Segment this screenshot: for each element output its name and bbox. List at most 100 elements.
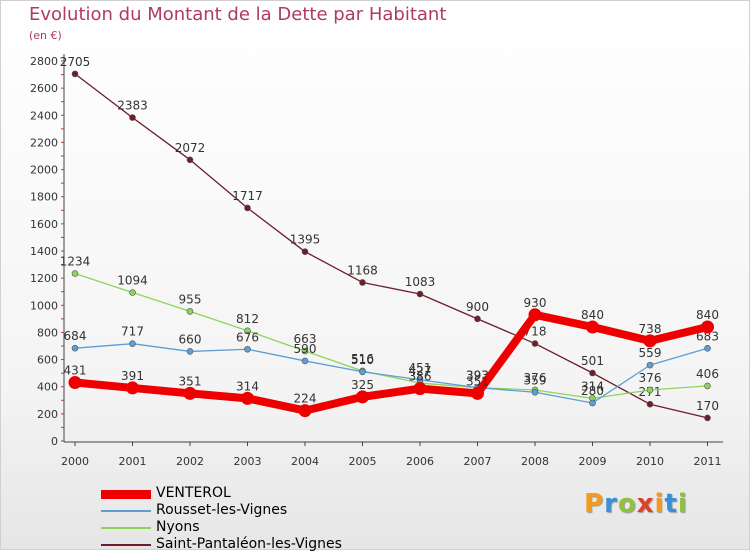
data-point-rousset-les-vignes xyxy=(71,344,79,352)
data-label-venterol: 840 xyxy=(696,308,719,322)
data-point-saint-pantal-on-les-vignes xyxy=(244,204,251,212)
data-label-nyons: 427 xyxy=(409,364,432,378)
legend-swatch-nyons xyxy=(101,527,151,529)
data-label-venterol: 325 xyxy=(351,378,374,392)
data-label-venterol: 386 xyxy=(409,370,432,384)
data-label-saint-pantal-on-les-vignes: 170 xyxy=(696,399,719,413)
data-point-venterol xyxy=(643,334,657,348)
data-label-nyons: 812 xyxy=(236,312,259,326)
data-label-saint-pantal-on-les-vignes: 900 xyxy=(466,300,489,314)
data-label-nyons: 955 xyxy=(179,292,202,306)
data-label-saint-pantal-on-les-vignes: 2705 xyxy=(60,55,91,69)
data-label-venterol: 431 xyxy=(64,364,87,378)
data-label-nyons: 1094 xyxy=(117,274,148,288)
data-point-saint-pantal-on-les-vignes xyxy=(416,290,424,298)
data-point-venterol xyxy=(586,320,599,334)
x-tick-label: 2003 xyxy=(234,455,262,468)
y-tick-label: 600 xyxy=(37,354,58,367)
proxiti-logo: Proxiti xyxy=(584,489,688,519)
y-tick-label: 200 xyxy=(37,408,58,421)
data-point-venterol xyxy=(126,381,139,395)
data-label-venterol: 224 xyxy=(294,392,317,406)
data-point-venterol xyxy=(68,376,82,390)
data-point-venterol xyxy=(413,382,427,396)
data-point-rousset-les-vignes xyxy=(129,340,136,347)
data-label-rousset-les-vignes: 676 xyxy=(236,330,259,344)
data-label-saint-pantal-on-les-vignes: 2072 xyxy=(175,141,206,155)
data-label-saint-pantal-on-les-vignes: 1083 xyxy=(405,275,436,289)
data-label-rousset-les-vignes: 280 xyxy=(581,384,604,398)
data-label-rousset-les-vignes: 510 xyxy=(351,353,374,367)
data-label-venterol: 314 xyxy=(236,379,259,393)
data-label-nyons: 314 xyxy=(581,379,604,393)
data-point-rousset-les-vignes xyxy=(704,345,711,352)
data-point-saint-pantal-on-les-vignes xyxy=(646,400,654,408)
chart-subtitle: (en €) xyxy=(29,29,62,42)
data-label-saint-pantal-on-les-vignes: 2383 xyxy=(117,99,148,113)
data-label-rousset-les-vignes: 683 xyxy=(696,329,719,343)
legend-label-nyons: Nyons xyxy=(156,519,200,535)
data-label-venterol: 738 xyxy=(639,322,662,336)
data-label-venterol: 391 xyxy=(121,369,144,383)
data-point-rousset-les-vignes xyxy=(589,399,596,407)
data-label-venterol: 351 xyxy=(179,374,202,388)
legend-item-venterol: VENTEROL xyxy=(101,485,401,502)
data-point-venterol xyxy=(356,390,369,404)
data-point-rousset-les-vignes xyxy=(301,357,309,365)
y-tick-label: 1400 xyxy=(30,245,58,258)
series-line-rousset-les-vignes xyxy=(74,343,709,404)
data-label-venterol: 840 xyxy=(581,308,604,322)
data-label-saint-pantal-on-les-vignes: 501 xyxy=(581,354,604,368)
series-line-venterol xyxy=(71,310,712,415)
data-label-venterol: 930 xyxy=(524,296,547,310)
data-point-saint-pantal-on-les-vignes xyxy=(359,279,366,286)
data-label-rousset-les-vignes: 590 xyxy=(294,342,317,356)
y-tick-label: 800 xyxy=(37,326,58,339)
data-point-nyons xyxy=(129,289,136,296)
data-label-saint-pantal-on-les-vignes: 1168 xyxy=(347,263,378,277)
legend-item-rousset: Rousset-les-Vignes xyxy=(101,502,401,519)
data-point-rousset-les-vignes xyxy=(646,361,654,369)
x-tick-label: 2006 xyxy=(406,455,434,468)
data-point-saint-pantal-on-les-vignes xyxy=(474,315,481,323)
data-point-rousset-les-vignes xyxy=(244,345,251,353)
data-point-saint-pantal-on-les-vignes xyxy=(531,340,539,347)
y-tick-label: 0 xyxy=(51,435,58,448)
data-point-saint-pantal-on-les-vignes xyxy=(129,114,136,121)
data-label-nyons: 406 xyxy=(696,367,719,381)
legend-item-nyons: Nyons xyxy=(101,519,401,536)
y-tick-label: 2000 xyxy=(30,164,58,177)
data-point-nyons xyxy=(301,347,309,355)
data-point-venterol xyxy=(298,404,312,418)
x-tick-label: 2000 xyxy=(61,455,89,468)
data-point-venterol xyxy=(183,386,197,400)
data-label-nyons: 516 xyxy=(351,352,374,366)
chart-title: Evolution du Montant de la Dette par Hab… xyxy=(29,4,447,25)
x-tick-label: 2011 xyxy=(694,455,722,468)
y-tick-label: 2600 xyxy=(30,82,58,95)
legend-swatch-rousset xyxy=(101,510,151,512)
data-point-rousset-les-vignes xyxy=(531,388,539,396)
data-point-saint-pantal-on-les-vignes xyxy=(704,414,711,422)
data-point-nyons xyxy=(646,386,654,394)
y-tick-label: 1800 xyxy=(30,191,58,204)
x-tick-label: 2009 xyxy=(579,455,607,468)
x-tick-label: 2004 xyxy=(291,455,319,468)
data-label-rousset-les-vignes: 359 xyxy=(524,373,547,387)
data-point-saint-pantal-on-les-vignes xyxy=(589,369,596,377)
data-point-nyons xyxy=(244,327,251,335)
x-tick-label: 2008 xyxy=(521,455,549,468)
data-point-rousset-les-vignes xyxy=(359,368,366,376)
legend: VENTEROL Rousset-les-Vignes Nyons Saint-… xyxy=(101,485,401,553)
data-label-saint-pantal-on-les-vignes: 1717 xyxy=(232,189,263,203)
legend-label-saint-pantaleon: Saint-Pantaléon-les-Vignes xyxy=(156,536,342,552)
x-tick-label: 2001 xyxy=(119,455,147,468)
legend-item-saint-pantaleon: Saint-Pantaléon-les-Vignes xyxy=(101,536,401,553)
data-point-venterol xyxy=(528,308,542,322)
y-tick-label: 400 xyxy=(37,381,58,394)
data-point-venterol xyxy=(701,320,714,334)
data-label-nyons: 376 xyxy=(639,371,662,385)
series-line-saint-pantal-on-les-vignes xyxy=(74,73,709,419)
